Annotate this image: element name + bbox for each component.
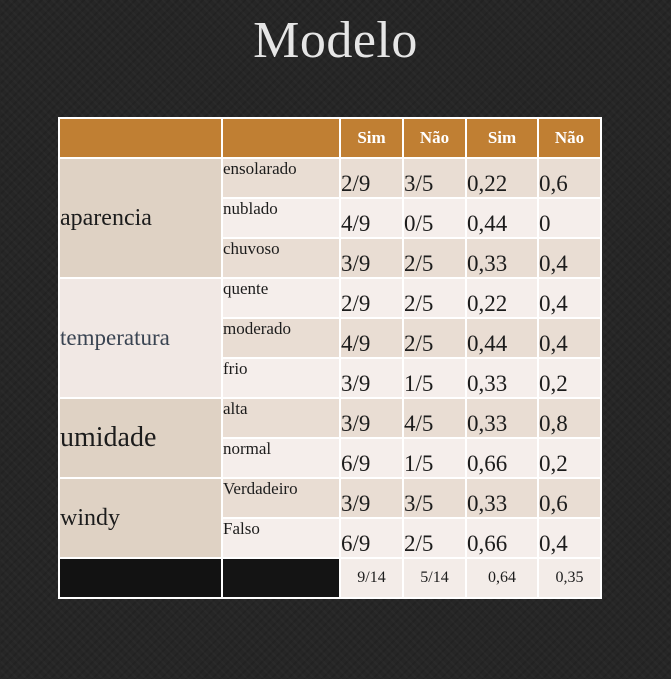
table-row: frio 3/9 1/5 0,33 0,2 [59, 357, 602, 399]
row-label: alta [221, 397, 341, 439]
cell-nao-count: 0/5 [402, 197, 467, 239]
header-row: Sim Não Sim Não [58, 117, 602, 159]
cell-nao-prob: 0 [537, 197, 602, 239]
table-row: Falso 6/9 2/5 0,66 0,4 [59, 517, 602, 559]
cell-sim-prob: 0,22 [465, 157, 539, 199]
cell-nao-count: 1/5 [402, 437, 467, 479]
table-row: chuvoso 3/9 2/5 0,33 0,4 [59, 237, 602, 279]
cell-sim-prob: 0,33 [465, 357, 539, 399]
cell-sim-count: 2/9 [339, 277, 404, 319]
cell-sim-prob: 0,66 [465, 437, 539, 479]
total-sim-count: 9/14 [339, 557, 404, 599]
cell-sim-count: 3/9 [339, 477, 404, 519]
cell-nao-count: 2/5 [402, 277, 467, 319]
row-label: moderado [221, 317, 341, 359]
table-row: moderado 4/9 2/5 0,44 0,4 [59, 317, 602, 359]
cell-sim-prob: 0,33 [465, 237, 539, 279]
group-label-aparencia: aparencia [58, 157, 223, 279]
cell-nao-prob: 0,2 [537, 357, 602, 399]
table-row: windy Verdadeiro 3/9 3/5 0,33 0,6 [58, 477, 602, 559]
cell-nao-count: 4/5 [402, 397, 467, 439]
header-cell-sim-count: Sim [339, 117, 404, 159]
cell-sim-prob: 0,33 [465, 397, 539, 439]
cell-nao-count: 2/5 [402, 317, 467, 359]
cell-nao-count: 3/5 [402, 477, 467, 519]
cell-sim-count: 3/9 [339, 237, 404, 279]
cell-sim-prob: 0,44 [465, 317, 539, 359]
row-label: chuvoso [221, 237, 341, 279]
row-label: quente [221, 277, 341, 319]
group-label-temperatura: temperatura [58, 277, 223, 399]
cell-nao-count: 2/5 [402, 237, 467, 279]
row-label: Falso [221, 517, 341, 559]
cell-nao-prob: 0,4 [537, 517, 602, 559]
cell-nao-count: 2/5 [402, 517, 467, 559]
header-cell-attribute [58, 117, 223, 159]
row-label: frio [221, 357, 341, 399]
table-row: temperatura quente 2/9 2/5 0,22 0,4 [58, 277, 602, 399]
cell-nao-count: 3/5 [402, 157, 467, 199]
cell-nao-count: 1/5 [402, 357, 467, 399]
row-label: Verdadeiro [221, 477, 341, 519]
cell-sim-count: 4/9 [339, 317, 404, 359]
cell-sim-prob: 0,66 [465, 517, 539, 559]
cell-sim-count: 4/9 [339, 197, 404, 239]
cell-sim-count: 3/9 [339, 357, 404, 399]
cell-nao-prob: 0,8 [537, 397, 602, 439]
cell-sim-prob: 0,44 [465, 197, 539, 239]
cell-nao-prob: 0,4 [537, 317, 602, 359]
header-cell-nao-prob: Não [537, 117, 602, 159]
cell-sim-count: 2/9 [339, 157, 404, 199]
table-row: nublado 4/9 0/5 0,44 0 [59, 197, 602, 239]
row-label: normal [221, 437, 341, 479]
empty-cell [58, 557, 223, 599]
probability-table: Sim Não Sim Não aparencia ensolarado 2/9… [58, 117, 602, 599]
row-label: ensolarado [221, 157, 341, 199]
total-sim-prob: 0,64 [465, 557, 539, 599]
total-nao-count: 5/14 [402, 557, 467, 599]
cell-nao-prob: 0,6 [537, 477, 602, 519]
group-label-windy: windy [58, 477, 223, 559]
table-row: umidade alta 3/9 4/5 0,33 0,8 [58, 397, 602, 479]
cell-nao-prob: 0,4 [537, 277, 602, 319]
group-label-umidade: umidade [58, 397, 223, 479]
header-cell-nao-count: Não [402, 117, 467, 159]
cell-nao-prob: 0,4 [537, 237, 602, 279]
slide-title: Modelo [253, 12, 418, 69]
table-row: normal 6/9 1/5 0,66 0,2 [59, 437, 602, 479]
cell-sim-count: 6/9 [339, 437, 404, 479]
totals-row: 9/14 5/14 0,64 0,35 [58, 557, 602, 599]
empty-cell [221, 557, 341, 599]
header-cell-sim-prob: Sim [465, 117, 539, 159]
cell-sim-count: 3/9 [339, 397, 404, 439]
cell-sim-count: 6/9 [339, 517, 404, 559]
cell-sim-prob: 0,33 [465, 477, 539, 519]
table-row: aparencia ensolarado 2/9 3/5 0,22 0,6 [58, 157, 602, 279]
total-nao-prob: 0,35 [537, 557, 602, 599]
cell-nao-prob: 0,2 [537, 437, 602, 479]
header-cell-value [221, 117, 341, 159]
cell-sim-prob: 0,22 [465, 277, 539, 319]
row-label: nublado [221, 197, 341, 239]
cell-nao-prob: 0,6 [537, 157, 602, 199]
